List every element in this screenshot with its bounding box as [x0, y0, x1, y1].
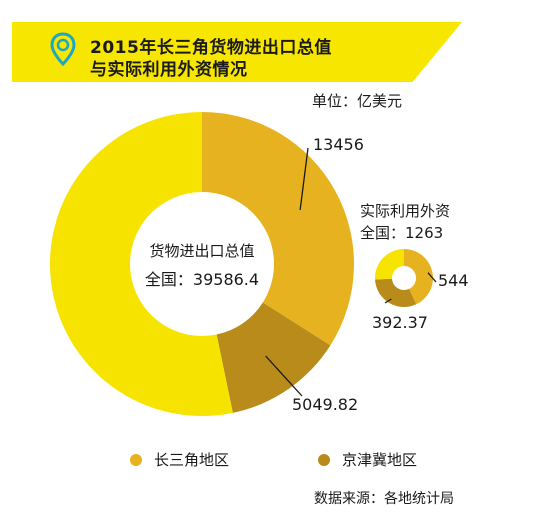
trade-donut-title: 货物进出口总值 — [149, 242, 255, 260]
trade-slice-2 — [49, 112, 233, 416]
trade-data-label-0: 13456 — [313, 135, 364, 154]
legend-item-jingjinji: 京津冀地区 — [318, 449, 417, 470]
trade-leader-line-0 — [299, 147, 309, 211]
fdi-donut-title: 实际利用外资 — [360, 202, 451, 220]
fdi-slice-2 — [375, 249, 404, 280]
chart-title-line-1: 2015年长三角货物进出口总值 — [90, 38, 332, 58]
location-pin-icon — [50, 32, 76, 66]
trade-slice-0 — [202, 112, 354, 346]
fdi-slice-0 — [404, 249, 433, 305]
source-note: 数据来源：各地统计局 — [314, 491, 454, 507]
unit-label: 单位：亿美元 — [312, 92, 403, 110]
trade-data-label-1: 5049.82 — [292, 395, 358, 414]
trade-donut-total: 全国：39586.4 — [144, 270, 260, 289]
fdi-leader-line-1 — [384, 298, 392, 304]
legend-label-jingjinji: 京津冀地区 — [342, 451, 418, 469]
legend-label-yangtze: 长三角地区 — [154, 451, 230, 469]
fdi-leader-line-0 — [427, 272, 437, 283]
fdi-slice-1 — [375, 278, 417, 307]
fdi-data-label-0: 544 — [438, 271, 469, 290]
trade-slice-1 — [216, 302, 331, 413]
chart-title-line-2: 与实际利用外资情况 — [90, 60, 248, 80]
fdi-donut-total: 全国：1263 — [360, 224, 444, 242]
trade-leader-line-1 — [265, 355, 303, 397]
fdi-data-label-1: 392.37 — [372, 313, 428, 332]
legend-item-yangtze: 长三角地区 — [130, 449, 229, 470]
legend-swatch-jingjinji — [318, 453, 330, 466]
title-banner — [12, 22, 462, 82]
legend-swatch-yangtze — [130, 453, 142, 466]
